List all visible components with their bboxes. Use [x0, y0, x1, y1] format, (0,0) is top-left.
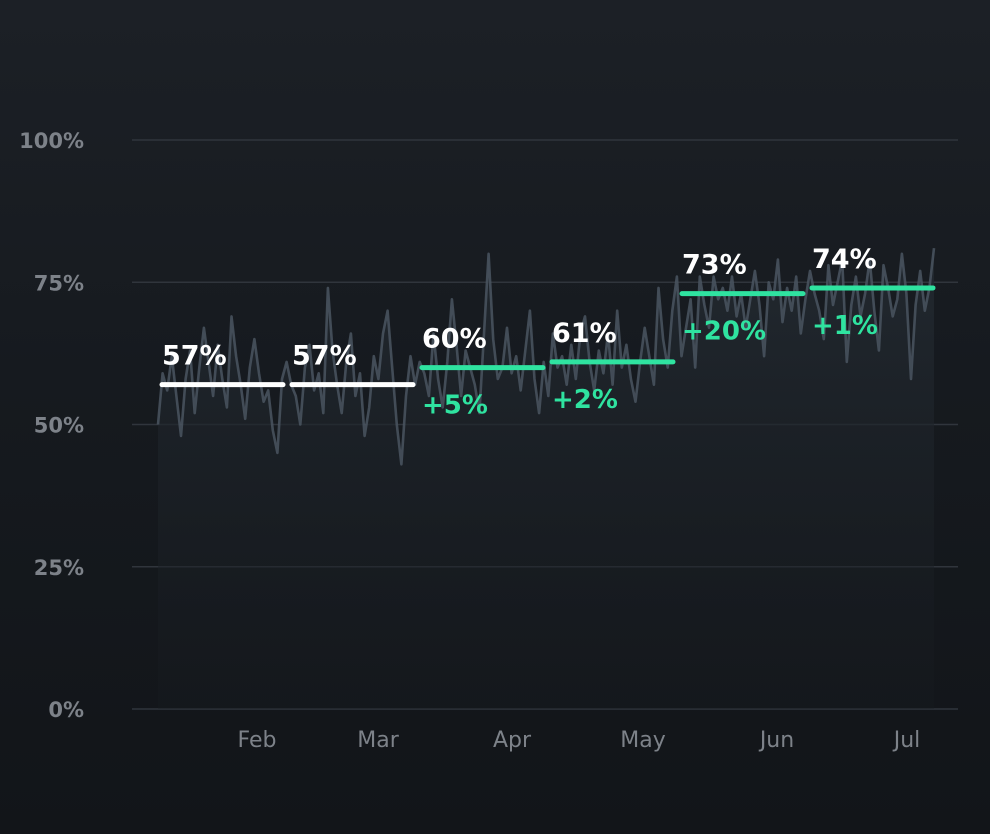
month-change-label-jun: +1% — [812, 311, 878, 341]
y-tick-label-25: 25% — [34, 556, 84, 580]
month-value-label-apr: 61% — [552, 318, 617, 349]
y-axis-ticks: 0% 25% 50% 75% 100% — [19, 129, 84, 722]
month-change-label-may: +20% — [682, 317, 766, 347]
x-tick-label-mar: Mar — [357, 728, 399, 753]
daily-line-group — [156, 247, 936, 466]
x-tick-label-jul: Jul — [892, 728, 921, 753]
month-value-label-mar: 60% — [422, 324, 487, 355]
y-tick-label-0: 0% — [48, 698, 84, 722]
month-value-label-jan: 57% — [162, 341, 227, 372]
x-axis-ticks: Feb Mar Apr May Jun Jul — [238, 728, 921, 753]
x-tick-label-may: May — [620, 728, 665, 753]
month-change-label-mar: +5% — [422, 391, 488, 421]
x-tick-label-feb: Feb — [238, 728, 277, 753]
y-tick-label-75: 75% — [34, 271, 84, 295]
month-change-label-apr: +2% — [552, 385, 618, 415]
daily-series-line — [156, 247, 936, 466]
y-tick-label-50: 50% — [34, 414, 84, 438]
monthly-labels: 57% 57% 60% +5% 61% +2% 73% +20% 74% +1% — [162, 244, 878, 421]
monthly-bars — [159, 285, 936, 388]
x-tick-label-apr: Apr — [493, 728, 532, 753]
y-tick-label-100: 100% — [19, 129, 84, 153]
month-value-label-feb: 57% — [292, 341, 357, 372]
month-value-label-jun: 74% — [812, 244, 877, 275]
month-value-label-may: 73% — [682, 250, 747, 281]
x-tick-label-jun: Jun — [758, 728, 794, 753]
